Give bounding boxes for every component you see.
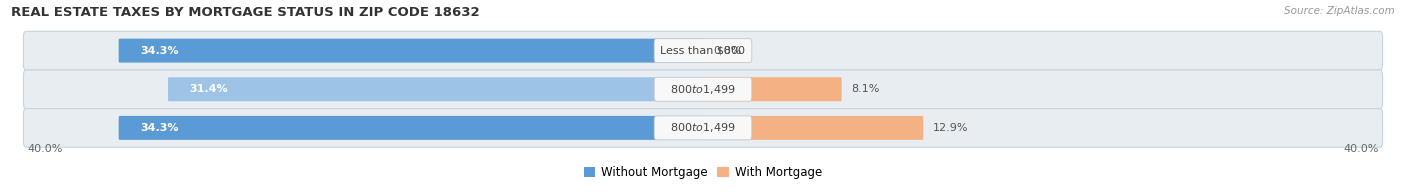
Text: 40.0%: 40.0% bbox=[28, 144, 63, 154]
FancyBboxPatch shape bbox=[118, 39, 704, 63]
Text: 34.3%: 34.3% bbox=[141, 123, 179, 133]
Text: 31.4%: 31.4% bbox=[190, 84, 228, 94]
FancyBboxPatch shape bbox=[24, 109, 1382, 147]
Text: 12.9%: 12.9% bbox=[932, 123, 969, 133]
Text: 40.0%: 40.0% bbox=[1343, 144, 1378, 154]
FancyBboxPatch shape bbox=[654, 39, 752, 63]
FancyBboxPatch shape bbox=[654, 77, 752, 101]
Text: Less than $800: Less than $800 bbox=[661, 46, 745, 56]
Text: 0.0%: 0.0% bbox=[713, 46, 741, 56]
FancyBboxPatch shape bbox=[654, 116, 752, 140]
FancyBboxPatch shape bbox=[24, 70, 1382, 109]
Text: 34.3%: 34.3% bbox=[141, 46, 179, 56]
FancyBboxPatch shape bbox=[167, 77, 704, 101]
FancyBboxPatch shape bbox=[702, 116, 924, 140]
Text: $800 to $1,499: $800 to $1,499 bbox=[671, 83, 735, 96]
Text: Source: ZipAtlas.com: Source: ZipAtlas.com bbox=[1284, 6, 1395, 16]
FancyBboxPatch shape bbox=[702, 77, 842, 101]
FancyBboxPatch shape bbox=[24, 31, 1382, 70]
Text: 8.1%: 8.1% bbox=[851, 84, 879, 94]
Text: $800 to $1,499: $800 to $1,499 bbox=[671, 121, 735, 134]
Text: REAL ESTATE TAXES BY MORTGAGE STATUS IN ZIP CODE 18632: REAL ESTATE TAXES BY MORTGAGE STATUS IN … bbox=[11, 6, 479, 19]
FancyBboxPatch shape bbox=[118, 116, 704, 140]
Legend: Without Mortgage, With Mortgage: Without Mortgage, With Mortgage bbox=[579, 161, 827, 184]
